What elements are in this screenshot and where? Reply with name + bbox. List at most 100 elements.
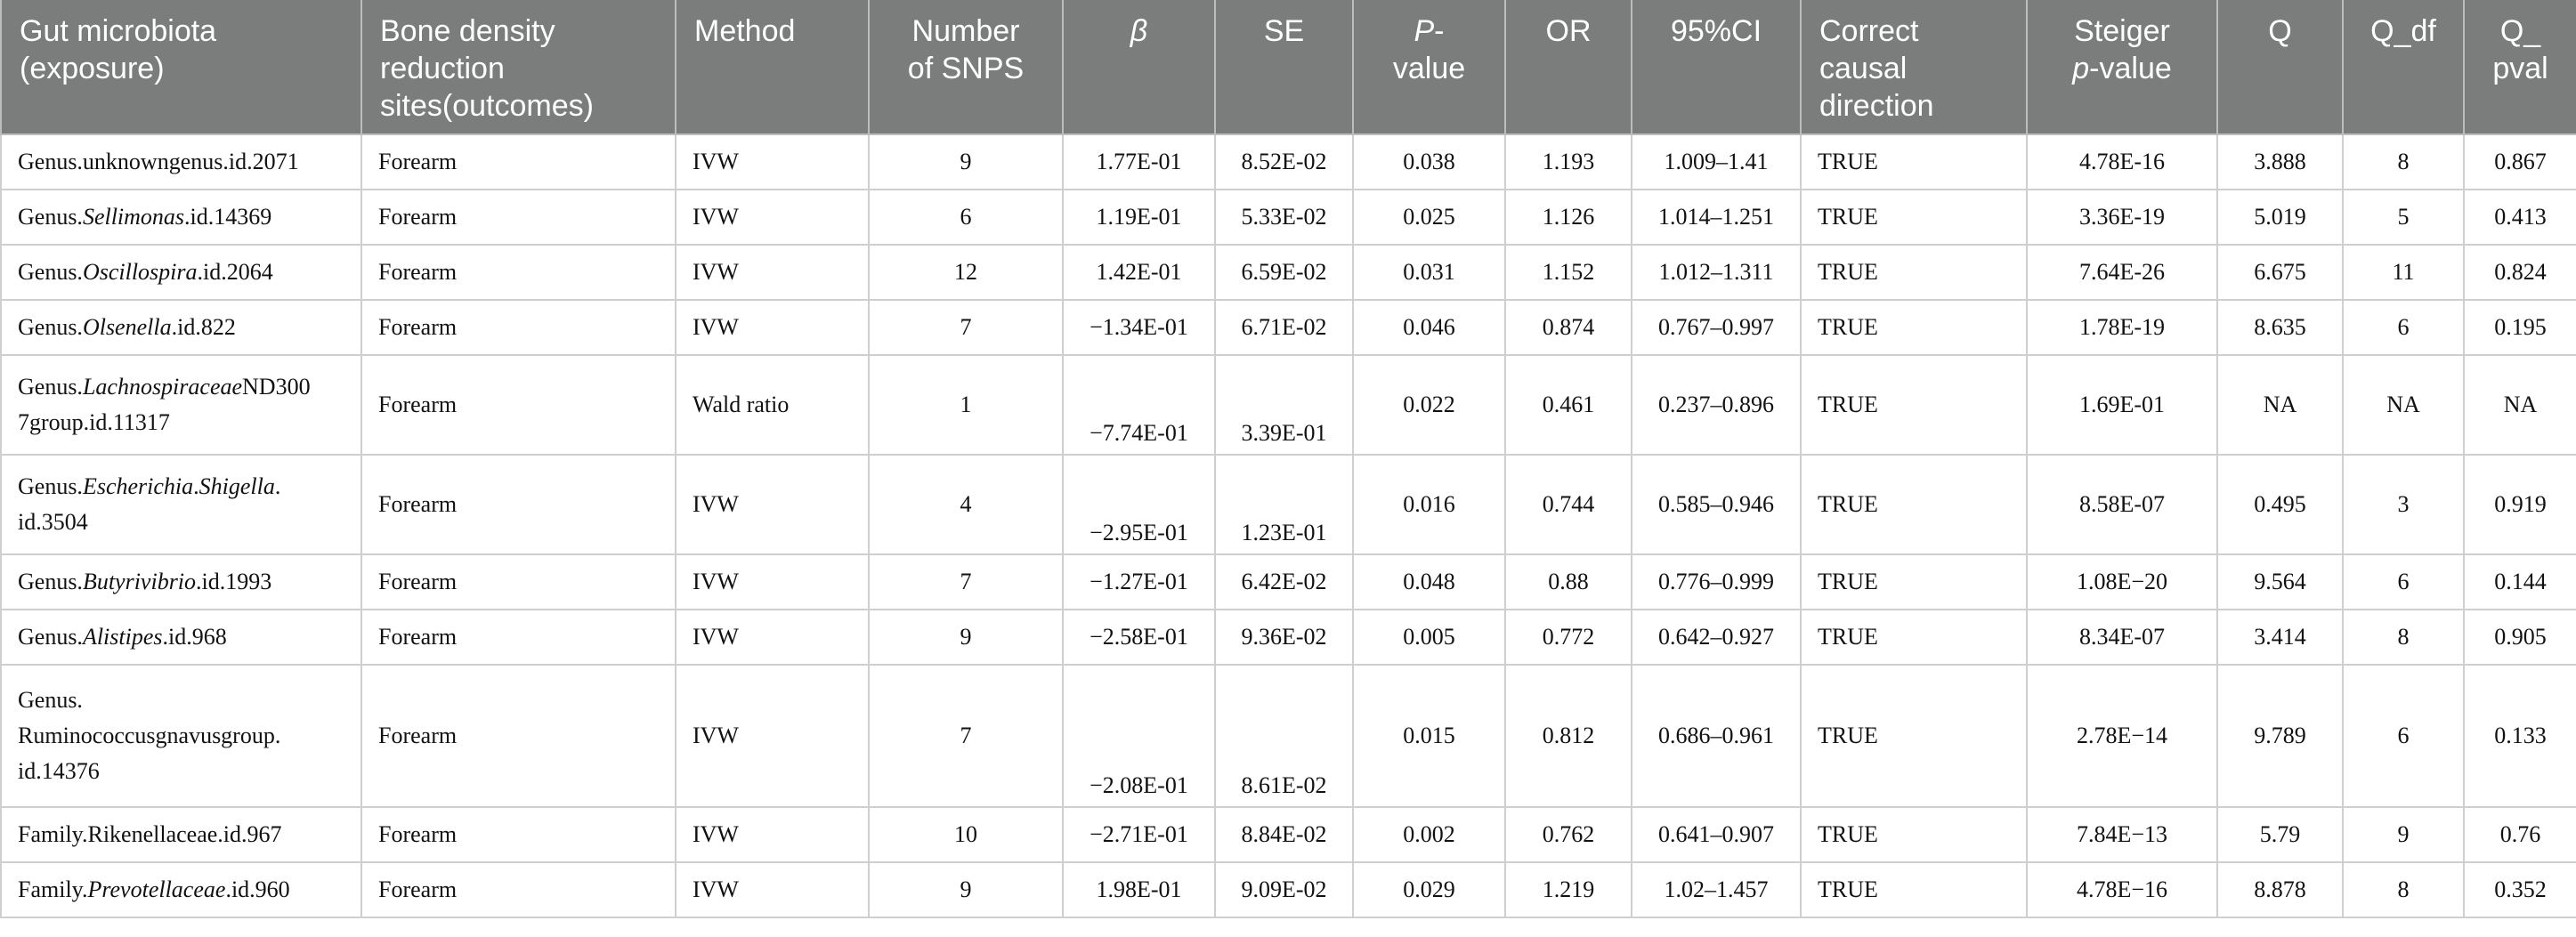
- cell-method: IVW: [676, 610, 870, 666]
- cell-causal-direction: TRUE: [1801, 610, 2028, 666]
- cell-outcome: Forearm: [361, 862, 676, 918]
- cell-q: 6.675: [2217, 245, 2344, 301]
- cell-q-df: 8: [2343, 610, 2465, 666]
- cell-beta: 1.42E-01: [1063, 245, 1216, 301]
- header-se: SE: [1215, 0, 1354, 135]
- cell-beta: −2.95E-01: [1063, 455, 1216, 555]
- cell-q-df: NA: [2343, 355, 2465, 456]
- cell-method: IVW: [676, 134, 870, 190]
- cell-q: 3.414: [2217, 610, 2344, 666]
- cell-beta: 1.19E-01: [1063, 190, 1216, 246]
- cell-steiger-p-value: 8.34E-07: [2027, 610, 2218, 666]
- cell-95ci: 0.767–0.997: [1632, 300, 1802, 356]
- cell-or: 0.744: [1505, 455, 1632, 555]
- cell-exposure: Genus.Sellimonas.id.14369: [0, 190, 362, 246]
- header-exposure: Gut microbiota (exposure): [0, 0, 362, 135]
- cell-or: 0.461: [1505, 355, 1632, 456]
- cell-95ci: 1.02–1.457: [1632, 862, 1802, 918]
- cell-steiger-p-value: 3.36E-19: [2027, 190, 2218, 246]
- table-row: Genus.Escherichia.Shigella. id.3504 Forear…: [0, 455, 2576, 555]
- cell-or: 1.152: [1505, 245, 1632, 301]
- table-row: Family.Prevotellaceae.id.960 Forearm IVW 9 1…: [0, 862, 2576, 918]
- cell-method: IVW: [676, 190, 870, 246]
- header-q-df: Q_df: [2343, 0, 2465, 135]
- cell-causal-direction: TRUE: [1801, 862, 2028, 918]
- header-p-value: P-value: [1353, 0, 1506, 135]
- cell-outcome: Forearm: [361, 245, 676, 301]
- cell-q-pval: 0.905: [2464, 610, 2576, 666]
- cell-causal-direction: TRUE: [1801, 190, 2028, 246]
- cell-q: 5.019: [2217, 190, 2344, 246]
- cell-q-df: 6: [2343, 554, 2465, 610]
- cell-exposure: Genus.Escherichia.Shigella. id.3504: [0, 455, 362, 555]
- cell-causal-direction: TRUE: [1801, 134, 2028, 190]
- header-causal-direction: Correct causal direction: [1801, 0, 2028, 135]
- cell-se: 5.33E-02: [1215, 190, 1354, 246]
- header-outcome-sites: Bone density reduction sites(outcomes): [361, 0, 676, 135]
- cell-steiger-p-value: 8.58E-07: [2027, 455, 2218, 555]
- cell-steiger-p-value: 4.78E−16: [2027, 862, 2218, 918]
- cell-number-of-snps: 9: [869, 610, 1064, 666]
- cell-se: 9.36E-02: [1215, 610, 1354, 666]
- cell-causal-direction: TRUE: [1801, 455, 2028, 555]
- table-row: Family.Rikenellaceae.id.967 Forearm IVW 10−…: [0, 807, 2576, 863]
- cell-p-value: 0.022: [1353, 355, 1506, 456]
- results-table: Gut microbiota (exposure) Bone density redu…: [0, 0, 2576, 918]
- header-q: Q: [2217, 0, 2344, 135]
- cell-number-of-snps: 6: [869, 190, 1064, 246]
- header-number-of-snps: Number of SNPS: [869, 0, 1064, 135]
- table-row: Genus.unknowngenus.id.2071 Forearm IVW 9 1.7…: [0, 134, 2576, 190]
- cell-p-value: 0.031: [1353, 245, 1506, 301]
- cell-p-value: 0.029: [1353, 862, 1506, 918]
- cell-q-df: 6: [2343, 665, 2465, 808]
- cell-q: 9.564: [2217, 554, 2344, 610]
- cell-outcome: Forearm: [361, 807, 676, 863]
- cell-exposure: Genus.Oscillospira.id.2064: [0, 245, 362, 301]
- cell-q-df: 11: [2343, 245, 2465, 301]
- cell-exposure: Genus.Alistipes.id.968: [0, 610, 362, 666]
- table-row: Genus.Oscillospira.id.2064 Forearm IVW 12 1.…: [0, 245, 2576, 301]
- cell-se: 6.42E-02: [1215, 554, 1354, 610]
- cell-or: 1.193: [1505, 134, 1632, 190]
- header-q-pval: Q_ pval: [2464, 0, 2576, 135]
- cell-95ci: 0.237–0.896: [1632, 355, 1802, 456]
- cell-method: IVW: [676, 455, 870, 555]
- cell-q: 9.789: [2217, 665, 2344, 808]
- cell-steiger-p-value: 2.78E−14: [2027, 665, 2218, 808]
- cell-95ci: 1.014–1.251: [1632, 190, 1802, 246]
- cell-number-of-snps: 10: [869, 807, 1064, 863]
- table-row: Genus.Alistipes.id.968 Forearm IVW 9 −2.58E-…: [0, 610, 2576, 666]
- cell-beta: −2.71E-01: [1063, 807, 1216, 863]
- cell-method: IVW: [676, 862, 870, 918]
- cell-95ci: 0.642–0.927: [1632, 610, 1802, 666]
- cell-causal-direction: TRUE: [1801, 807, 2028, 863]
- cell-q-df: 8: [2343, 134, 2465, 190]
- cell-beta: −1.34E-01: [1063, 300, 1216, 356]
- cell-q-pval: 0.867: [2464, 134, 2576, 190]
- cell-number-of-snps: 7: [869, 554, 1064, 610]
- cell-number-of-snps: 1: [869, 355, 1064, 456]
- cell-se: 9.09E-02: [1215, 862, 1354, 918]
- cell-causal-direction: TRUE: [1801, 300, 2028, 356]
- cell-method: IVW: [676, 807, 870, 863]
- cell-steiger-p-value: 1.78E-19: [2027, 300, 2218, 356]
- cell-q-pval: NA: [2464, 355, 2576, 456]
- cell-beta: −2.08E-01: [1063, 665, 1216, 808]
- cell-number-of-snps: 7: [869, 300, 1064, 356]
- cell-outcome: Forearm: [361, 455, 676, 555]
- cell-or: 1.219: [1505, 862, 1632, 918]
- cell-outcome: Forearm: [361, 665, 676, 808]
- cell-number-of-snps: 7: [869, 665, 1064, 808]
- cell-p-value: 0.038: [1353, 134, 1506, 190]
- cell-steiger-p-value: 1.08E−20: [2027, 554, 2218, 610]
- cell-q: 8.878: [2217, 862, 2344, 918]
- cell-exposure: Genus.LachnospiraceaeND300 7group.id.1131…: [0, 355, 362, 456]
- cell-outcome: Forearm: [361, 554, 676, 610]
- cell-or: 1.126: [1505, 190, 1632, 246]
- cell-steiger-p-value: 7.84E−13: [2027, 807, 2218, 863]
- cell-or: 0.874: [1505, 300, 1632, 356]
- cell-steiger-p-value: 7.64E-26: [2027, 245, 2218, 301]
- table-row: Genus.LachnospiraceaeND300 7group.id.1131…: [0, 355, 2576, 456]
- cell-q-pval: 0.919: [2464, 455, 2576, 555]
- cell-q-pval: 0.76: [2464, 807, 2576, 863]
